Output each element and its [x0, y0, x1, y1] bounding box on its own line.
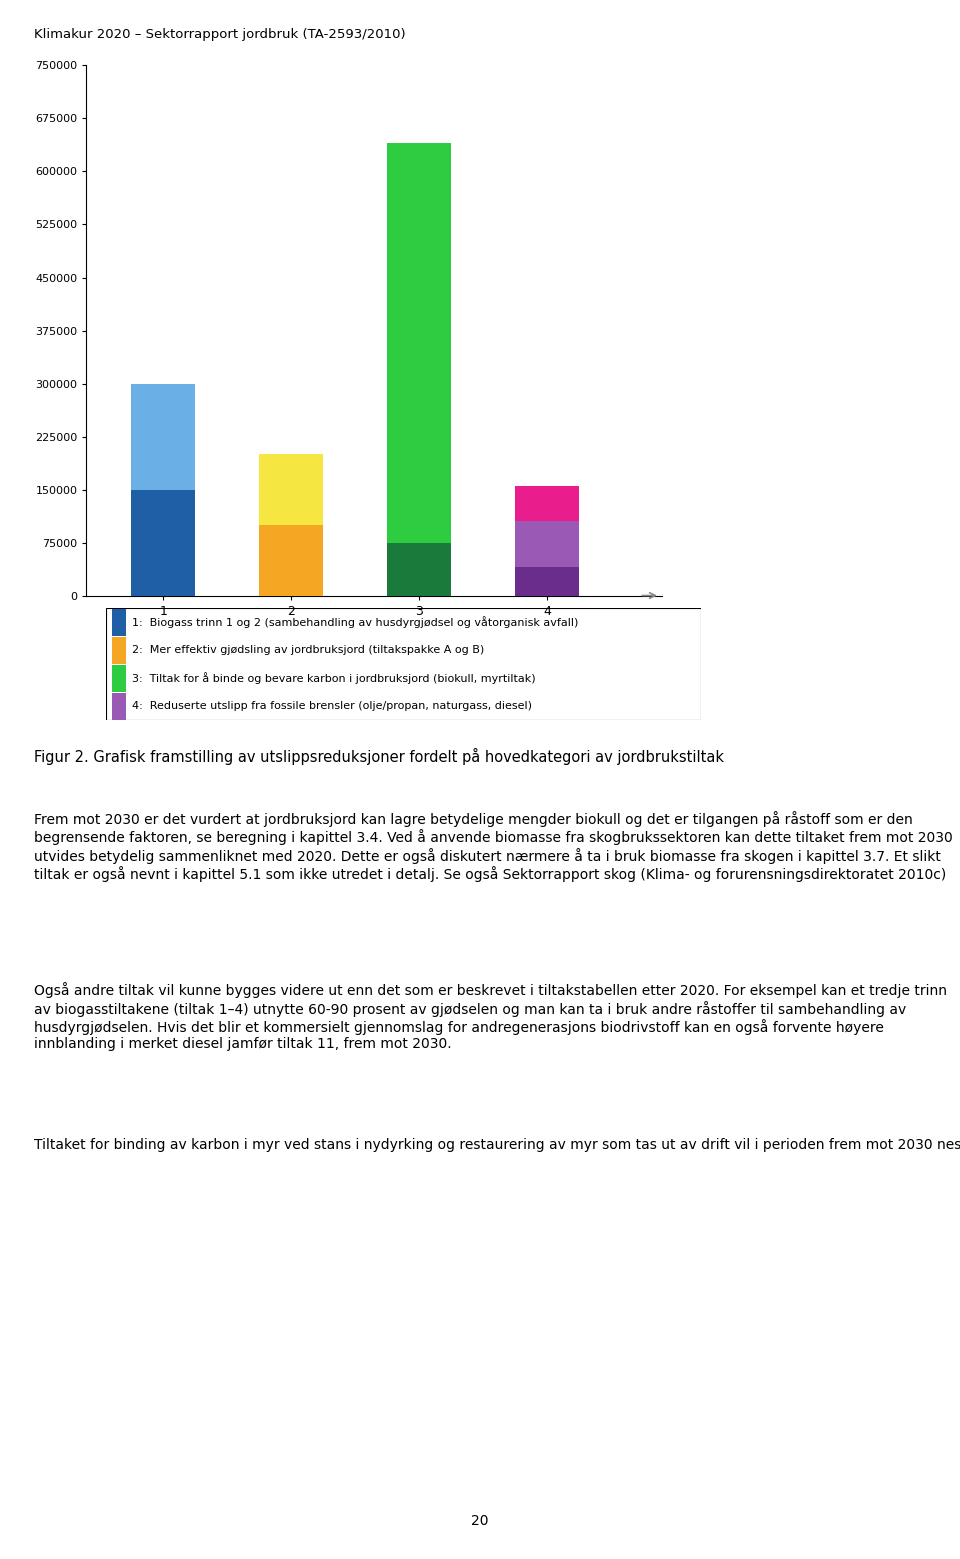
Bar — [259, 525, 324, 596]
Text: 2:  Mer effektiv gjødsling av jordbruksjord (tiltakspakke A og B): 2: Mer effektiv gjødsling av jordbruksjo… — [132, 645, 485, 655]
Bar — [111, 664, 127, 692]
Text: Klimakur 2020 – Sektorrapport jordbruk (TA-2593/2010): Klimakur 2020 – Sektorrapport jordbruk (… — [34, 28, 405, 41]
Bar — [111, 692, 127, 720]
Bar — [516, 521, 579, 567]
Bar — [132, 490, 195, 596]
Bar — [516, 486, 579, 521]
Text: 1:  Biogass trinn 1 og 2 (sambehandling av husdyrgjødsel og våtorganisk avfall): 1: Biogass trinn 1 og 2 (sambehandling a… — [132, 616, 579, 628]
Bar — [387, 143, 451, 543]
Bar — [259, 454, 324, 525]
Text: Frem mot 2030 er det vurdert at jordbruksjord kan lagre betydelige mengder bioku: Frem mot 2030 er det vurdert at jordbruk… — [34, 811, 952, 882]
Bar — [132, 384, 195, 490]
Text: 4:  Reduserte utslipp fra fossile brensler (olje/propan, naturgass, diesel): 4: Reduserte utslipp fra fossile brensle… — [132, 702, 533, 711]
Text: Figur 2. Grafisk framstilling av utslippsreduksjoner fordelt på hovedkategori av: Figur 2. Grafisk framstilling av utslipp… — [34, 748, 724, 765]
Text: 3:  Tiltak for å binde og bevare karbon i jordbruksjord (biokull, myrtiltak): 3: Tiltak for å binde og bevare karbon i… — [132, 672, 536, 684]
Bar — [387, 543, 451, 596]
Text: Også andre tiltak vil kunne bygges videre ut enn det som er beskrevet i tiltakst: Også andre tiltak vil kunne bygges vider… — [34, 982, 947, 1051]
Bar — [111, 636, 127, 664]
Bar — [516, 567, 579, 596]
Text: Tiltaket for binding av karbon i myr ved stans i nydyrking og restaurering av my: Tiltaket for binding av karbon i myr ved… — [34, 1138, 960, 1152]
Bar — [111, 608, 127, 636]
Text: 20: 20 — [471, 1514, 489, 1528]
